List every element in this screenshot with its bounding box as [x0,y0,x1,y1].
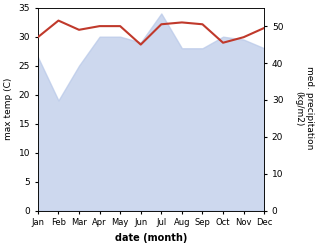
Y-axis label: med. precipitation 
(kg/m2): med. precipitation (kg/m2) [294,66,314,152]
Y-axis label: max temp (C): max temp (C) [4,78,13,140]
X-axis label: date (month): date (month) [115,233,187,243]
